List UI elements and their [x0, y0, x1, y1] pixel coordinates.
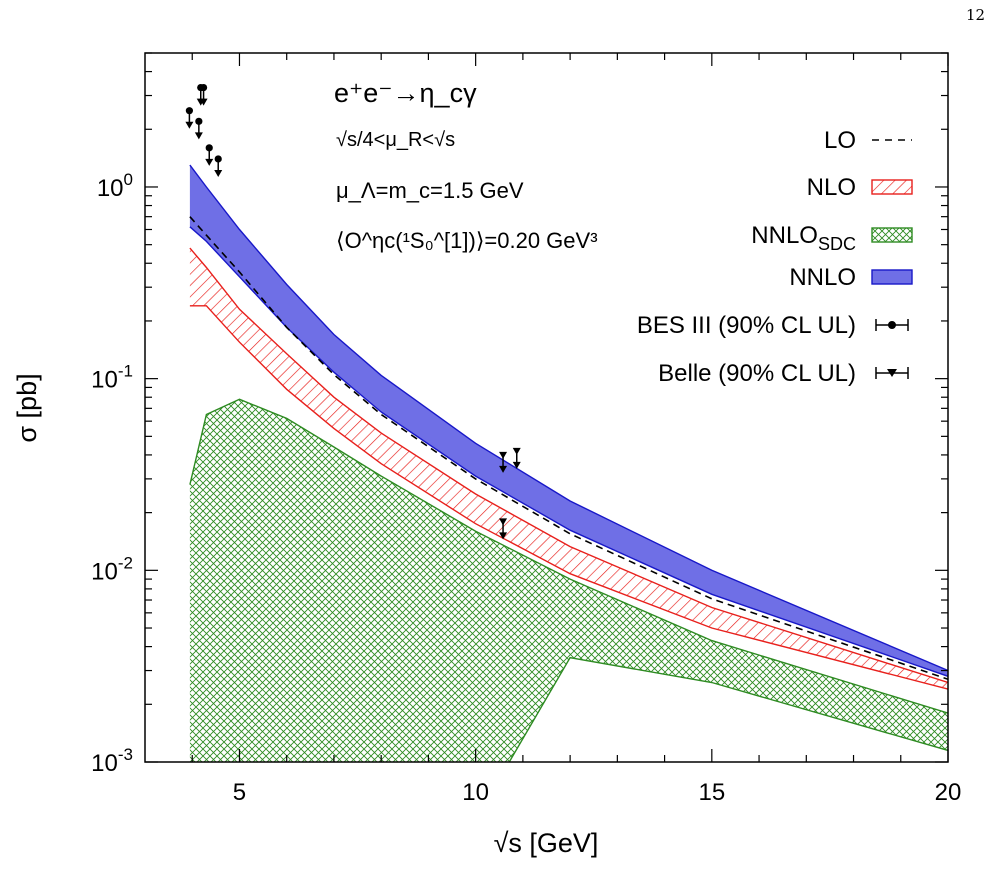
x-axis-label: √s [GeV]	[494, 828, 599, 858]
bands-layer	[189, 164, 948, 762]
point-marker	[195, 117, 203, 125]
bes-iii-point	[214, 155, 223, 177]
legend-label: LO	[824, 127, 856, 154]
y-tick-label: 10-1	[91, 362, 133, 394]
legend-label: NNLO	[789, 264, 856, 291]
legend-swatch-triangle	[887, 369, 897, 377]
point-arrow-head	[512, 461, 521, 469]
legend-label: NNLOSDC	[751, 222, 856, 254]
axis-ticks: 5 10 15 20 100 10-1 10-2 10-3	[91, 52, 962, 806]
point-arrow-head	[185, 121, 194, 129]
band-nnlo-sdc-lower-edge	[508, 656, 948, 762]
legend-entry: NNLO	[789, 264, 913, 291]
bes-iii-point	[205, 144, 214, 166]
point-arrow-head	[199, 98, 208, 106]
factorization-scale-annotation: μ_Λ=m_c=1.5 GeV	[336, 178, 524, 203]
point-arrow-head	[194, 132, 203, 140]
band-nnlo-lower-edge	[189, 226, 948, 677]
point-arrow-head	[499, 532, 508, 540]
legend-swatch-circle	[888, 321, 896, 329]
bes-iii-point	[185, 107, 194, 129]
legend-label: Belle (90% CL UL)	[658, 360, 856, 387]
band-nlo-lower-edge	[189, 305, 948, 690]
y-axis-label: σ [pb]	[12, 373, 42, 442]
belle-point	[499, 518, 508, 540]
y-tick-label: 10-3	[91, 745, 133, 777]
x-tick-label: 15	[698, 779, 725, 806]
belle-point	[512, 447, 521, 469]
legend-entry: LO	[824, 127, 912, 154]
band-nnlo-sdc-upper-edge	[189, 398, 948, 714]
point-marker	[199, 83, 208, 92]
bes-iii-point	[194, 117, 203, 140]
bes-iii-point	[199, 83, 208, 106]
legend: LO NLO NNLOSDC NNLO BES III (90% CL UL) Belle…	[637, 127, 913, 387]
point-arrow-head	[214, 169, 223, 177]
point-marker	[499, 518, 508, 526]
legend-entry: NLO	[807, 174, 913, 201]
y-tick-label: 10-2	[91, 553, 133, 585]
y-tick-label: 100	[97, 170, 133, 202]
band-nnlo-upper-edge	[189, 164, 948, 672]
legend-label: NLO	[807, 174, 856, 201]
point-marker	[512, 447, 521, 455]
point-marker	[499, 451, 508, 459]
legend-entry: NNLOSDC	[751, 222, 913, 254]
point-marker	[214, 155, 222, 163]
page-number: 12	[966, 6, 986, 24]
plot-frame	[144, 52, 949, 763]
point-arrow-head	[205, 158, 214, 166]
point-marker	[205, 144, 213, 152]
legend-entry: BES III (90% CL UL)	[637, 312, 909, 339]
lo-line	[189, 216, 948, 681]
data-points-layer	[185, 83, 521, 540]
legend-label: BES III (90% CL UL)	[637, 312, 856, 339]
band-nlo-upper-edge	[189, 247, 948, 684]
legend-entry: Belle (90% CL UL)	[658, 360, 909, 387]
belle-point	[499, 451, 508, 473]
point-marker	[185, 107, 194, 115]
x-tick-label: 5	[233, 779, 246, 806]
process-annotation: e⁺e⁻→η_cγ	[334, 78, 477, 108]
band-nnlo-sdc	[189, 399, 948, 762]
scale-range-annotation: √s/4<μ_R<√s	[336, 129, 455, 151]
x-tick-label: 10	[462, 779, 489, 806]
legend-swatch-nlo	[871, 179, 913, 195]
annotations: e⁺e⁻→η_cγ √s/4<μ_R<√s μ_Λ=m_c=1.5 GeV ⟨O…	[334, 78, 598, 253]
legend-swatch-nnlo	[871, 269, 913, 285]
legend-swatch-nnlo-sdc	[871, 227, 913, 243]
x-tick-label: 20	[935, 779, 962, 806]
ldme-annotation: ⟨O^ηc(¹S₀^[1])⟩=0.20 GeV³	[336, 228, 598, 253]
point-arrow-head	[499, 465, 508, 473]
